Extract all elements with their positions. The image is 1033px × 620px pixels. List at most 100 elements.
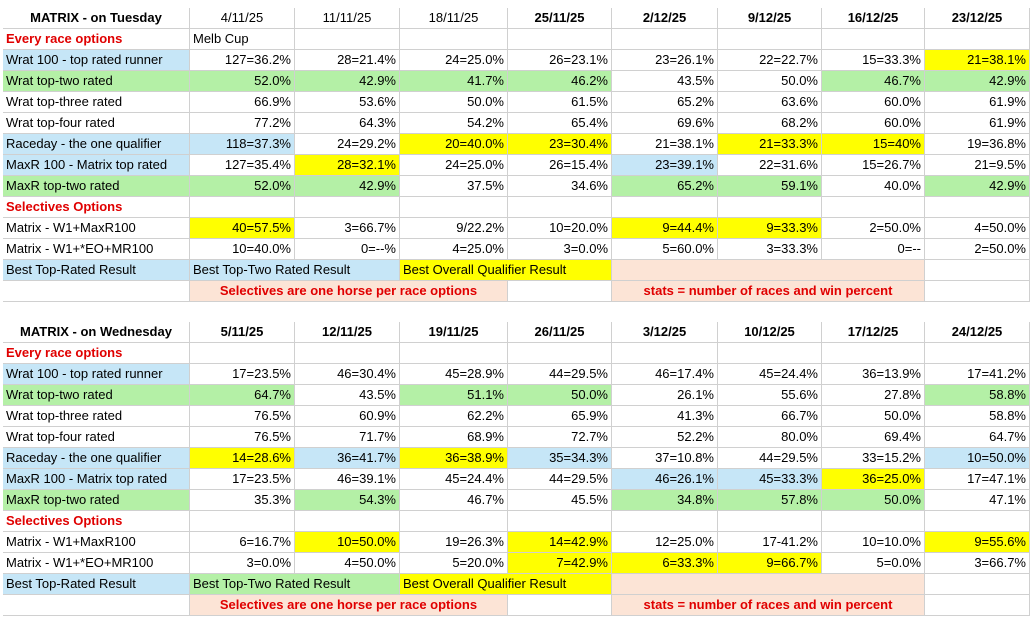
value-cell: 61.9%	[925, 92, 1030, 113]
value-cell: 3=0.0%	[190, 553, 295, 574]
value-cell: 43.5%	[295, 385, 400, 406]
value-cell: 14=42.9%	[508, 532, 612, 553]
date-header: 17/12/25	[822, 322, 925, 343]
empty-cell	[508, 281, 612, 302]
value-cell: 24=25.0%	[400, 50, 508, 71]
value-cell: 3=66.7%	[925, 553, 1030, 574]
value-cell: 42.9%	[925, 71, 1030, 92]
section-heading: Every race options	[3, 343, 190, 364]
value-cell: 45.5%	[508, 490, 612, 511]
note: Selectives are one horse per race option…	[190, 281, 508, 302]
value-cell: 24=29.2%	[295, 134, 400, 155]
value-cell: 3=33.3%	[718, 239, 822, 260]
empty-cell	[612, 343, 718, 364]
value-cell: 10=50.0%	[295, 532, 400, 553]
value-cell: 21=38.1%	[925, 50, 1030, 71]
value-cell: 45=24.4%	[718, 364, 822, 385]
value-cell: 54.3%	[295, 490, 400, 511]
value-cell: 52.0%	[190, 176, 295, 197]
value-cell: 28=21.4%	[295, 50, 400, 71]
row-label: Wrat top-two rated	[3, 385, 190, 406]
value-cell: 60.9%	[295, 406, 400, 427]
value-cell: 5=60.0%	[612, 239, 718, 260]
value-cell: 36=25.0%	[822, 469, 925, 490]
value-cell: 9=44.4%	[612, 218, 718, 239]
value-cell: 65.2%	[612, 176, 718, 197]
empty-cell	[508, 595, 612, 616]
value-cell: 60.0%	[822, 113, 925, 134]
value-cell: 68.2%	[718, 113, 822, 134]
value-cell: 21=33.3%	[718, 134, 822, 155]
empty-cell	[822, 511, 925, 532]
value-cell: 23=39.1%	[612, 155, 718, 176]
empty-cell	[925, 574, 1030, 595]
value-cell: 46=39.1%	[295, 469, 400, 490]
value-cell: 41.3%	[612, 406, 718, 427]
value-cell: 36=13.9%	[822, 364, 925, 385]
value-cell: 2=50.0%	[925, 239, 1030, 260]
value-cell: 9=33.3%	[718, 218, 822, 239]
empty-cell	[190, 197, 295, 218]
value-cell: 59.1%	[718, 176, 822, 197]
value-cell: 42.9%	[295, 71, 400, 92]
value-cell: 45=28.9%	[400, 364, 508, 385]
row-label: MaxR 100 - Matrix top rated	[3, 469, 190, 490]
section-heading: Selectives Options	[3, 197, 190, 218]
value-cell: 3=0.0%	[508, 239, 612, 260]
row-label: Matrix - W1+MaxR100	[3, 532, 190, 553]
date-header: 11/11/25	[295, 8, 400, 29]
row-label: Matrix - W1+MaxR100	[3, 218, 190, 239]
empty-cell	[295, 511, 400, 532]
note: stats = number of races and win percent	[612, 281, 925, 302]
value-cell: 66.9%	[190, 92, 295, 113]
empty-cell	[822, 197, 925, 218]
value-cell: 35.3%	[190, 490, 295, 511]
value-cell: 21=9.5%	[925, 155, 1030, 176]
date-header: 5/11/25	[190, 322, 295, 343]
row-label: MaxR top-two rated	[3, 176, 190, 197]
value-cell: 50.0%	[822, 406, 925, 427]
empty-cell	[508, 511, 612, 532]
value-cell: 65.9%	[508, 406, 612, 427]
empty-cell	[295, 343, 400, 364]
value-cell: 41.7%	[400, 71, 508, 92]
value-cell: 22=31.6%	[718, 155, 822, 176]
value-cell: 10=20.0%	[508, 218, 612, 239]
value-cell: 61.5%	[508, 92, 612, 113]
date-header: 18/11/25	[400, 8, 508, 29]
empty-cell	[3, 595, 190, 616]
value-cell: 55.6%	[718, 385, 822, 406]
note: Selectives are one horse per race option…	[190, 595, 508, 616]
empty-cell	[508, 343, 612, 364]
section-heading: Every race options	[3, 29, 190, 50]
value-cell: 26=23.1%	[508, 50, 612, 71]
value-cell: 10=40.0%	[190, 239, 295, 260]
empty-cell	[925, 260, 1030, 281]
value-cell: 127=36.2%	[190, 50, 295, 71]
value-cell: 47.1%	[925, 490, 1030, 511]
value-cell: 61.9%	[925, 113, 1030, 134]
value-cell: 45=24.4%	[400, 469, 508, 490]
value-cell: 6=16.7%	[190, 532, 295, 553]
value-cell: 17=47.1%	[925, 469, 1030, 490]
value-cell: 71.7%	[295, 427, 400, 448]
value-cell: 69.4%	[822, 427, 925, 448]
value-cell: 69.6%	[612, 113, 718, 134]
value-cell: 51.1%	[400, 385, 508, 406]
empty-cell	[400, 343, 508, 364]
value-cell: 2=50.0%	[822, 218, 925, 239]
value-cell: 46=26.1%	[612, 469, 718, 490]
empty-cell	[925, 197, 1030, 218]
value-cell: 26.1%	[612, 385, 718, 406]
date-header: 26/11/25	[508, 322, 612, 343]
empty-cell	[295, 29, 400, 50]
date-header: 4/11/25	[190, 8, 295, 29]
empty-cell	[718, 511, 822, 532]
empty-cell	[400, 29, 508, 50]
value-cell: 24=25.0%	[400, 155, 508, 176]
value-cell: 50.0%	[508, 385, 612, 406]
value-cell: 44=29.5%	[508, 364, 612, 385]
value-cell: 58.8%	[925, 406, 1030, 427]
value-cell: 40=57.5%	[190, 218, 295, 239]
value-cell: 5=20.0%	[400, 553, 508, 574]
